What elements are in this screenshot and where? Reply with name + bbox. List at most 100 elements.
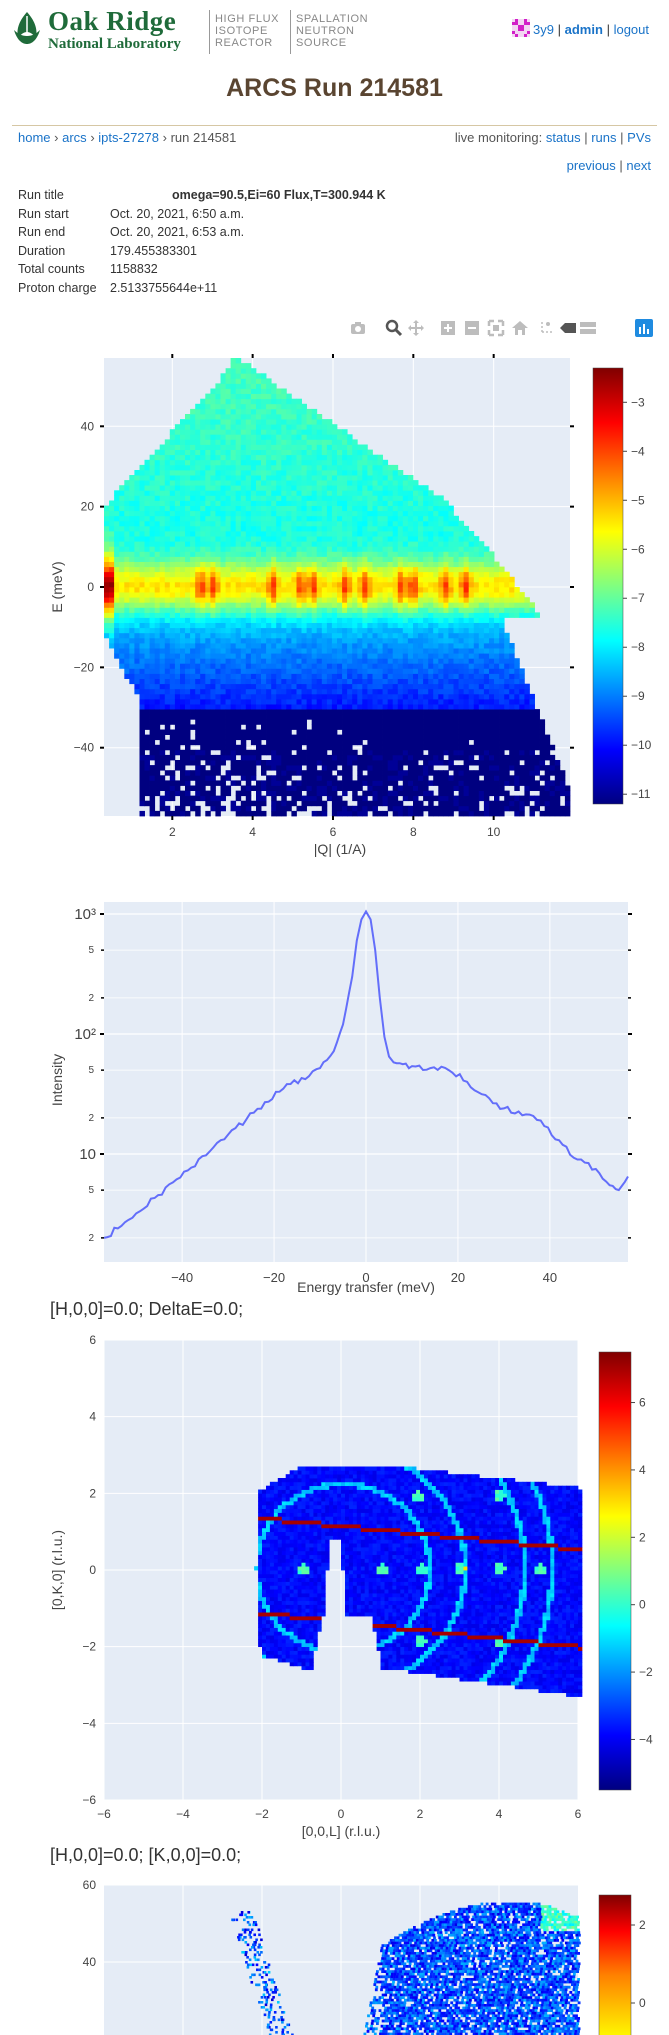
heatmap-cell bbox=[418, 658, 424, 664]
heatmap-cell bbox=[220, 699, 226, 705]
heatmap-cell bbox=[337, 699, 343, 705]
heatmap-cell bbox=[220, 587, 226, 593]
heatmap-cell bbox=[311, 770, 318, 776]
run-info-row: Duration 179.455383301 bbox=[16, 242, 390, 261]
heatmap-cell bbox=[382, 495, 389, 501]
plotly-logo-icon[interactable] bbox=[634, 318, 654, 338]
heatmap-cell bbox=[428, 556, 434, 562]
pan-icon[interactable] bbox=[406, 318, 426, 338]
zoom-in-icon[interactable] bbox=[438, 318, 458, 338]
title-divider bbox=[12, 125, 657, 126]
heatmap-cell bbox=[250, 576, 257, 583]
heatmap-cell bbox=[124, 617, 130, 623]
heatmap-cell bbox=[342, 449, 348, 456]
heatmap-cell bbox=[169, 480, 176, 486]
heatmap-cell bbox=[286, 617, 292, 623]
heatmap-cell bbox=[286, 663, 292, 669]
heatmap-cell bbox=[169, 541, 176, 547]
username-link[interactable]: 3y9 bbox=[533, 22, 554, 37]
heatmap-cell bbox=[250, 571, 257, 578]
hover-compare-icon[interactable] bbox=[578, 318, 598, 338]
camera-icon[interactable] bbox=[348, 318, 368, 338]
heatmap-cell bbox=[139, 490, 145, 496]
heatmap-cell bbox=[438, 780, 444, 786]
heatmap-cell bbox=[154, 480, 161, 486]
runs-link[interactable]: runs bbox=[591, 130, 617, 145]
heatmap-cell bbox=[423, 592, 429, 598]
heatmap-cell bbox=[296, 480, 302, 486]
heatmap-cell bbox=[321, 429, 328, 435]
heatmap-cell bbox=[296, 739, 302, 746]
heatmap-cell bbox=[387, 754, 394, 761]
spike-lines-icon[interactable] bbox=[536, 318, 556, 338]
zoom-out-icon[interactable] bbox=[462, 318, 482, 338]
heatmap-cell bbox=[205, 393, 211, 400]
heatmap-cell bbox=[362, 536, 368, 542]
heatmap-cell bbox=[250, 597, 257, 603]
heatmap-cell bbox=[164, 673, 171, 679]
heatmap-cell bbox=[306, 475, 313, 481]
heatmap-cell bbox=[362, 500, 368, 506]
autoscale-icon[interactable] bbox=[486, 318, 506, 338]
heatmap-cell bbox=[428, 724, 434, 730]
heatmap-cell bbox=[316, 709, 323, 715]
heatmap-cell bbox=[372, 805, 378, 812]
zoom-icon[interactable] bbox=[384, 318, 404, 338]
heatmap-cell bbox=[245, 500, 252, 506]
heatmap-cell bbox=[190, 515, 196, 522]
ornl-logo-text[interactable]: Oak Ridge National Laboratory bbox=[48, 6, 181, 52]
heatmap-cell bbox=[225, 393, 232, 400]
breadcrumb-proposal[interactable]: ipts-27278 bbox=[98, 130, 159, 145]
admin-link[interactable]: admin bbox=[564, 22, 603, 37]
ornl-logo-icon[interactable] bbox=[12, 10, 42, 50]
heatmap-cell bbox=[230, 556, 237, 562]
heatmap-cell bbox=[154, 495, 161, 501]
heatmap-cell bbox=[139, 556, 145, 562]
heatmap-cell bbox=[377, 765, 383, 771]
heatmap-cell bbox=[321, 612, 328, 618]
hover-closest-icon[interactable] bbox=[558, 318, 578, 338]
logout-link[interactable]: logout bbox=[613, 22, 649, 37]
heatmap-cell bbox=[377, 475, 383, 481]
breadcrumb-home[interactable]: home bbox=[18, 130, 51, 145]
heatmap-cell bbox=[235, 693, 242, 700]
heatmap-cell bbox=[250, 734, 257, 741]
heatmap-cell bbox=[362, 754, 368, 761]
heatmap-cells[interactable] bbox=[104, 358, 571, 817]
heatmap-cell bbox=[134, 673, 140, 679]
heatmap-cell bbox=[256, 663, 262, 669]
heatmap-cell bbox=[235, 805, 242, 812]
heatmap-cell bbox=[418, 699, 424, 705]
heatmap-cell bbox=[362, 627, 368, 634]
heatmap-cell bbox=[331, 576, 338, 583]
status-link[interactable]: status bbox=[545, 130, 581, 145]
heatmap-cell bbox=[235, 699, 242, 705]
breadcrumb-instrument[interactable]: arcs bbox=[62, 130, 87, 145]
heatmap-cell bbox=[134, 592, 140, 598]
heatmap-cell bbox=[377, 490, 383, 496]
heatmap-cell bbox=[281, 536, 287, 542]
previous-run-link[interactable]: previous bbox=[566, 158, 616, 173]
heatmap-cell bbox=[190, 505, 196, 512]
next-run-link[interactable]: next bbox=[626, 158, 651, 173]
heatmap-cell bbox=[210, 510, 216, 517]
heatmap-cell bbox=[230, 358, 237, 364]
heatmap-cell bbox=[129, 617, 135, 623]
heatmap-cell bbox=[387, 475, 394, 481]
heatmap-cell bbox=[316, 643, 323, 649]
user-avatar-icon[interactable] bbox=[512, 19, 531, 37]
heatmap-cell bbox=[326, 475, 333, 481]
heatmap-cell bbox=[235, 765, 242, 771]
heatmap-cell bbox=[372, 800, 378, 807]
heatmap-cell bbox=[402, 643, 409, 649]
heatmap-cell bbox=[423, 556, 429, 562]
reset-axes-icon[interactable] bbox=[510, 318, 530, 338]
heatmap-cell bbox=[139, 576, 145, 583]
heatmap-cell bbox=[316, 475, 323, 481]
pvs-link[interactable]: PVs bbox=[627, 130, 651, 145]
heatmap-cell bbox=[210, 480, 216, 486]
heatmap-cell bbox=[205, 408, 211, 415]
heatmap-cell bbox=[174, 454, 181, 461]
heatmap-cell bbox=[281, 729, 287, 735]
